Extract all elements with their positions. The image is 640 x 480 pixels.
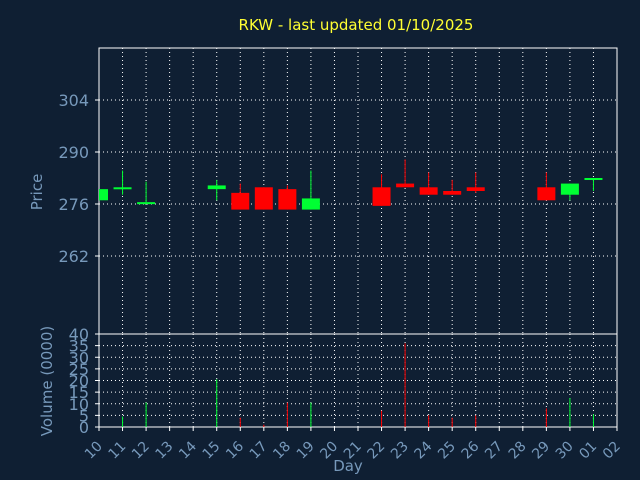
x-tick-label: 19	[294, 439, 318, 463]
x-tick-label: 30	[553, 439, 577, 463]
candle-body	[372, 187, 391, 206]
candle-body	[537, 187, 556, 201]
price-y-tick-label: 276	[58, 195, 89, 214]
volume-y-tick-label: 25	[69, 360, 89, 379]
price-panel: 262 276 290 304	[58, 47, 618, 335]
candle-body	[560, 183, 579, 195]
price-axis-label: Price	[28, 174, 46, 211]
x-tick-label: 17	[247, 439, 271, 463]
candle-body	[113, 187, 132, 190]
x-tick-label: 10	[82, 439, 106, 463]
x-tick-label: 22	[364, 439, 388, 463]
chart-title: RKW - last updated 01/10/2025	[239, 16, 474, 34]
candle-body	[466, 187, 485, 191]
candle-body	[231, 192, 250, 210]
x-tick-label: 01	[576, 439, 600, 463]
candle-body	[137, 202, 156, 205]
x-tick-label: 18	[270, 439, 294, 463]
candle-body	[99, 189, 108, 201]
volume-y-tick-label: 15	[69, 383, 89, 402]
candle-body	[254, 187, 273, 210]
candle-body	[584, 178, 603, 180]
candles	[99, 159, 603, 210]
candle-body	[419, 187, 438, 195]
price-y-tick-label: 304	[58, 91, 89, 110]
candle-body	[207, 185, 226, 190]
x-tick-label: 13	[153, 439, 177, 463]
x-tick-label: 02	[600, 439, 624, 463]
price-y-tick-label: 262	[58, 247, 89, 266]
volume-y-tick-label: 30	[69, 348, 89, 367]
x-tick-label: 23	[388, 439, 412, 463]
x-tick-label: 12	[129, 439, 153, 463]
x-tick-label: 27	[482, 439, 506, 463]
x-tick-label: 28	[506, 439, 530, 463]
x-tick-label: 29	[529, 439, 553, 463]
candle-body	[278, 189, 297, 210]
price-y-tick-label: 290	[58, 143, 89, 162]
x-tick-label: 11	[105, 439, 129, 463]
volume-y-tick-label: 40	[69, 325, 89, 344]
candle-body	[301, 198, 320, 210]
x-tick-label: 26	[459, 438, 483, 462]
volume-axis-label: Volume (0000)	[38, 326, 56, 436]
x-tick-label: 14	[176, 438, 200, 462]
x-tick-label: 25	[435, 439, 459, 463]
candle-body	[396, 183, 415, 188]
volume-y-tick-label: 35	[69, 337, 89, 356]
volume-y-tick-label: 10	[69, 395, 89, 414]
x-tick-label: 16	[223, 438, 247, 462]
volume-y-tick-label: 20	[69, 372, 89, 391]
x-tick-labels: 10 11 12 13 14 15 16 17 18 19 20 21 22 23 24 25 26 27 28 29…	[82, 427, 624, 462]
volume-y-tick-label: 0	[79, 418, 89, 437]
volume-y-tick-label: 5	[79, 406, 89, 425]
x-tick-label: 15	[200, 439, 224, 463]
candle-body	[443, 191, 462, 195]
x-axis-label: Day	[333, 457, 363, 475]
x-tick-label: 24	[412, 438, 436, 462]
